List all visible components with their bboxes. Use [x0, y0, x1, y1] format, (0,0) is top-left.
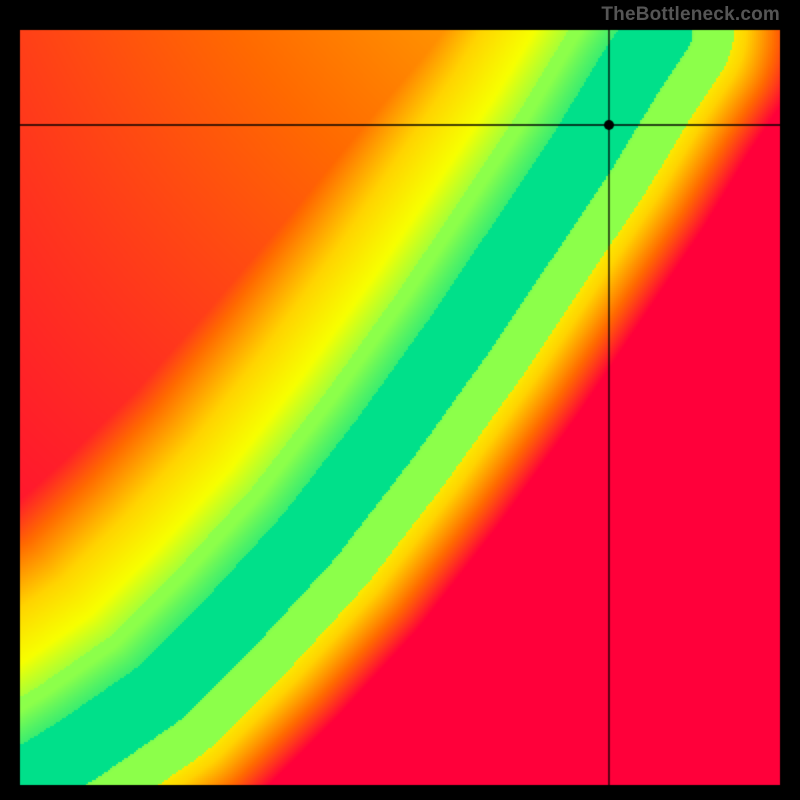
chart-container: TheBottleneck.com [0, 0, 800, 800]
watermark-text: TheBottleneck.com [601, 4, 780, 26]
bottleneck-heatmap [0, 0, 800, 800]
